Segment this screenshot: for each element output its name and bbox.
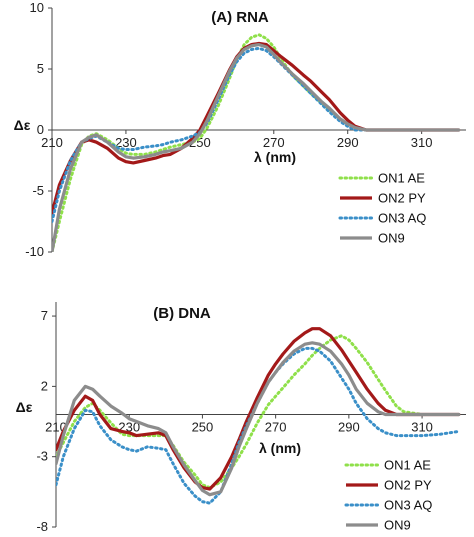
- y-tick-label: -3: [36, 449, 48, 464]
- y-tick-label: 0: [37, 122, 44, 137]
- x-tick-label: 310: [411, 420, 433, 435]
- series-line-on9: [52, 43, 461, 252]
- y-tick-label: 10: [30, 0, 44, 15]
- y-tick-label: 7: [41, 308, 48, 323]
- x-tick-label: 230: [115, 135, 137, 150]
- legend-label: ON2 PY: [378, 191, 426, 206]
- x-tick-label: 210: [41, 135, 63, 150]
- x-axis-title: λ (nm): [259, 440, 301, 456]
- legend-label: ON3 AQ: [378, 211, 426, 226]
- y-tick-label: -10: [25, 244, 44, 259]
- panel-title: (B) DNA: [153, 305, 211, 322]
- x-tick-label: 290: [338, 420, 360, 435]
- y-tick-label: -5: [32, 183, 44, 198]
- y-axis-title: Δε: [14, 117, 31, 133]
- y-tick-label: -8: [36, 519, 48, 534]
- x-tick-label: 250: [192, 420, 214, 435]
- legend: ON1 AE ON2 PY ON3 AQ ON9: [344, 458, 432, 533]
- x-axis-title: λ (nm): [254, 149, 296, 165]
- x-tick-label: 310: [411, 135, 433, 150]
- series-line-on2-py: [56, 327, 461, 491]
- series-line-on3-aq: [52, 46, 461, 223]
- x-tick-label: 290: [337, 135, 359, 150]
- y-axis-title: Δε: [16, 399, 33, 415]
- legend-label: ON2 PY: [384, 478, 432, 493]
- x-tick-label: 270: [263, 135, 285, 150]
- y-tick-label: 5: [37, 61, 44, 76]
- legend-label: ON9: [384, 518, 411, 533]
- legend-label: ON1 AE: [384, 458, 431, 473]
- x-tick-label: 270: [265, 420, 287, 435]
- legend-label: ON3 AQ: [384, 498, 432, 513]
- legend-label: ON1 AE: [378, 171, 425, 186]
- panel-title: (A) RNA: [211, 9, 269, 26]
- legend: ON1 AE ON2 PY ON3 AQ ON9: [338, 171, 426, 246]
- series-line-on2-py: [52, 41, 461, 215]
- legend-label: ON9: [378, 231, 405, 246]
- y-tick-label: 2: [41, 378, 48, 393]
- x-tick-label: 210: [45, 420, 67, 435]
- series-line-on9: [56, 341, 461, 497]
